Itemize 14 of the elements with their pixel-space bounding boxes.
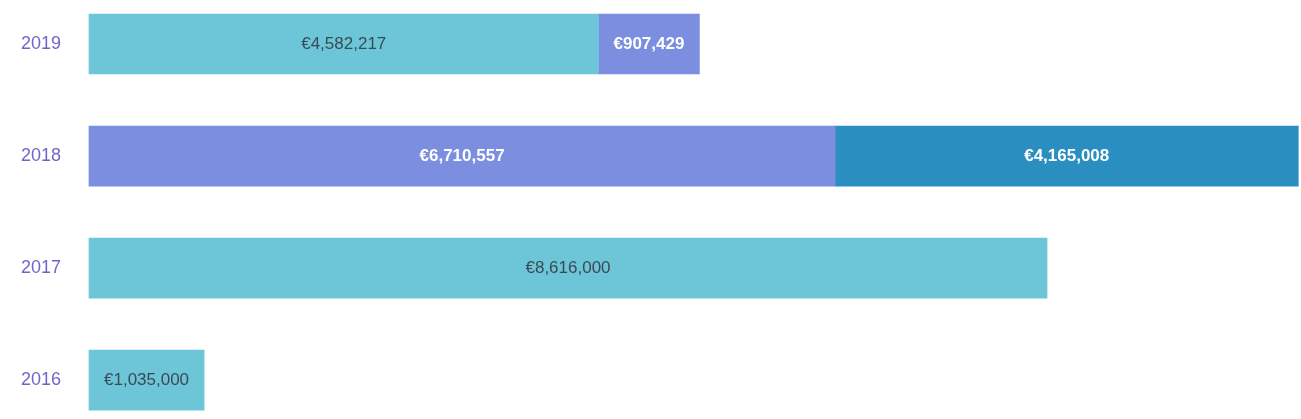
- y-tick-label: 2016: [20, 369, 61, 390]
- y-tick-label: 2018: [20, 145, 61, 166]
- y-tick-label: 2017: [20, 257, 61, 278]
- data-label: €6,710,557: [419, 145, 505, 165]
- data-label: €1,035,000: [104, 369, 190, 389]
- bar: [88, 237, 1048, 299]
- data-label: €907,429: [613, 33, 685, 53]
- data-label: €8,616,000: [525, 257, 611, 277]
- bar: [88, 349, 205, 411]
- data-label: €4,165,008: [1024, 145, 1110, 165]
- bar: [834, 125, 1299, 187]
- y-tick-label: 2019: [20, 32, 61, 53]
- bar: [88, 13, 599, 75]
- data-label: €4,582,217: [301, 33, 387, 53]
